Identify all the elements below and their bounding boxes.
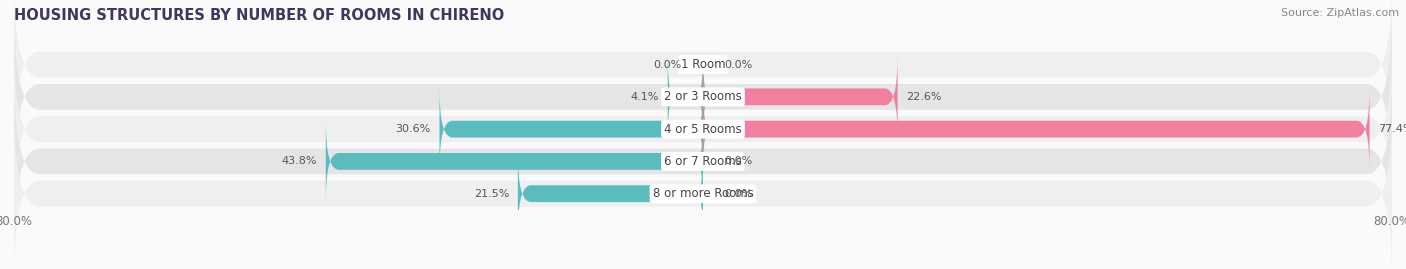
FancyBboxPatch shape xyxy=(14,45,1392,213)
Text: 22.6%: 22.6% xyxy=(907,92,942,102)
FancyBboxPatch shape xyxy=(14,13,1392,181)
FancyBboxPatch shape xyxy=(14,110,1392,269)
FancyBboxPatch shape xyxy=(440,89,703,169)
Text: 1 Room: 1 Room xyxy=(681,58,725,71)
FancyBboxPatch shape xyxy=(668,57,703,137)
FancyBboxPatch shape xyxy=(14,0,1392,148)
Text: 21.5%: 21.5% xyxy=(474,189,509,199)
Legend: Owner-occupied, Renter-occupied: Owner-occupied, Renter-occupied xyxy=(578,266,828,269)
Text: 30.6%: 30.6% xyxy=(395,124,430,134)
Text: 0.0%: 0.0% xyxy=(724,189,752,199)
Text: Source: ZipAtlas.com: Source: ZipAtlas.com xyxy=(1281,8,1399,18)
FancyBboxPatch shape xyxy=(326,121,703,201)
Text: 77.4%: 77.4% xyxy=(1378,124,1406,134)
FancyBboxPatch shape xyxy=(703,185,716,202)
Text: 0.0%: 0.0% xyxy=(654,59,682,70)
Text: 4 or 5 Rooms: 4 or 5 Rooms xyxy=(664,123,742,136)
FancyBboxPatch shape xyxy=(703,56,716,73)
Text: 2 or 3 Rooms: 2 or 3 Rooms xyxy=(664,90,742,103)
Text: 0.0%: 0.0% xyxy=(724,156,752,167)
FancyBboxPatch shape xyxy=(703,89,1369,169)
Text: 6 or 7 Rooms: 6 or 7 Rooms xyxy=(664,155,742,168)
FancyBboxPatch shape xyxy=(517,154,703,234)
FancyBboxPatch shape xyxy=(14,77,1392,245)
FancyBboxPatch shape xyxy=(690,56,703,73)
FancyBboxPatch shape xyxy=(703,57,897,137)
Text: 4.1%: 4.1% xyxy=(631,92,659,102)
Text: HOUSING STRUCTURES BY NUMBER OF ROOMS IN CHIRENO: HOUSING STRUCTURES BY NUMBER OF ROOMS IN… xyxy=(14,8,505,23)
Text: 43.8%: 43.8% xyxy=(281,156,318,167)
Text: 8 or more Rooms: 8 or more Rooms xyxy=(652,187,754,200)
Text: 0.0%: 0.0% xyxy=(724,59,752,70)
FancyBboxPatch shape xyxy=(703,153,716,170)
